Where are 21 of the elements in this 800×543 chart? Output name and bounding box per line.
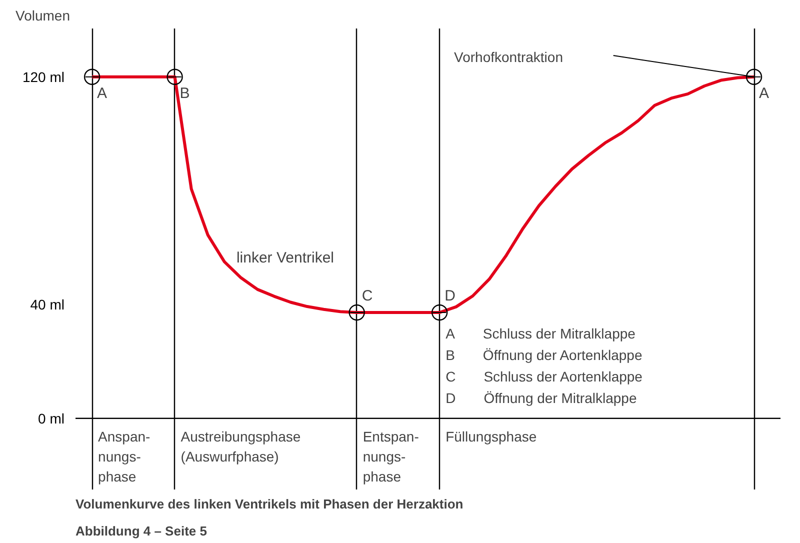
annotation: D Öffnung der Mitralklappe	[446, 390, 637, 406]
annotation: D	[444, 288, 456, 304]
annotation: Austreibungsphase (Auswurfphase)	[180, 428, 301, 464]
annotation: Entspan- nungs- phase	[362, 428, 420, 484]
annotation: A Schluss der Mitralklappe	[446, 325, 636, 342]
annotation: Vorhofkontraktion	[454, 48, 563, 65]
text: Volumenkurve des linken Ventrikels mit Phasen der Herzaktion	[76, 496, 464, 512]
y-tick-label: 0 ml	[38, 410, 65, 426]
annotation: A	[759, 84, 770, 102]
annotation: A	[97, 84, 108, 102]
y-tick-label: 120 ml	[22, 68, 65, 85]
annotation: Anspan- nungs- phase	[98, 428, 151, 484]
series-label: linker Ventrikel	[236, 249, 334, 266]
annotation: Füllungsphase	[446, 428, 537, 444]
y-axis-title: Volumen	[16, 8, 70, 24]
annotation: C Schluss der Aortenklappe	[446, 368, 643, 384]
annotation: B	[180, 84, 190, 102]
annotation: B Öffnung der Aortenklappe	[446, 346, 642, 363]
text: Abbildung 4 – Seite 5	[76, 524, 207, 538]
y-tick-label: 40 ml	[30, 296, 64, 313]
annotation: C	[362, 288, 373, 304]
